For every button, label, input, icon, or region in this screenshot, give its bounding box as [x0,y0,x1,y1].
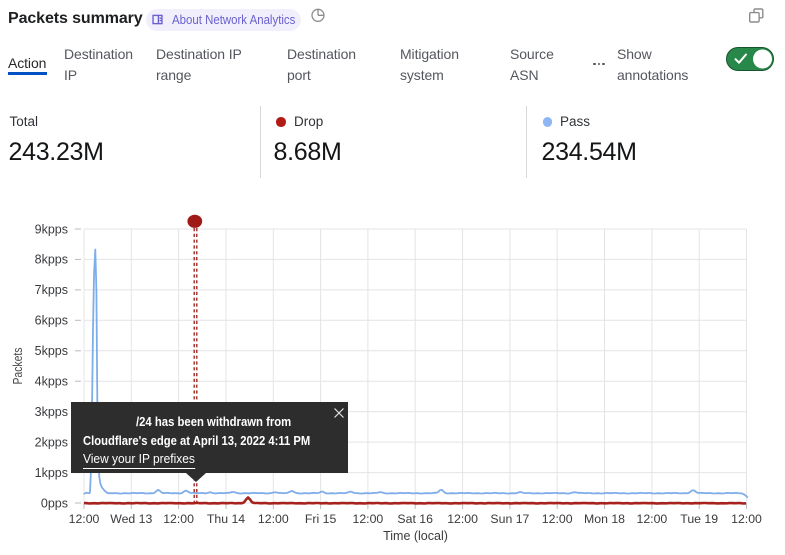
svg-text:12:00: 12:00 [163,512,194,526]
svg-text:Sat 16: Sat 16 [397,512,433,526]
svg-text:3kpps: 3kpps [35,405,68,419]
svg-text:12:00: 12:00 [447,512,478,526]
svg-text:Time (local): Time (local) [383,529,448,543]
svg-text:12:00: 12:00 [69,512,100,526]
svg-text:12:00: 12:00 [258,512,289,526]
svg-text:Thu 14: Thu 14 [207,512,245,526]
svg-text:Wed 13: Wed 13 [110,512,152,526]
svg-text:12:00: 12:00 [353,512,384,526]
svg-text:5kpps: 5kpps [35,344,68,358]
svg-text:7kpps: 7kpps [35,283,68,297]
svg-text:Mon 18: Mon 18 [584,512,625,526]
svg-text:Fri 15: Fri 15 [305,512,337,526]
svg-text:1kpps: 1kpps [35,466,68,480]
svg-text:9kpps: 9kpps [35,222,68,236]
svg-text:12:00: 12:00 [542,512,573,526]
svg-text:4kpps: 4kpps [35,375,68,389]
svg-text:Sun 17: Sun 17 [490,512,529,526]
svg-text:Tue 19: Tue 19 [680,512,718,526]
svg-text:Packets: Packets [11,348,25,385]
svg-text:0pps: 0pps [41,496,68,510]
svg-text:6kpps: 6kpps [35,314,68,328]
svg-text:2kpps: 2kpps [35,435,68,449]
svg-text:12:00: 12:00 [731,512,762,526]
svg-text:12:00: 12:00 [637,512,668,526]
svg-text:8kpps: 8kpps [35,253,68,267]
